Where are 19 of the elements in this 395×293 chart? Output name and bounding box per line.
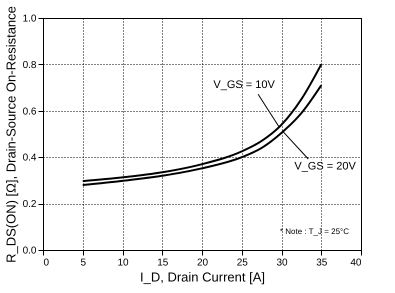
x-tick-label: 40 [350,258,362,268]
x-tick-label: 15 [157,258,169,268]
annotation: V_GS = 20V [294,160,356,173]
y-axis-title: R_DS(ON) [Ω], Drain-Source On-Resistance [4,6,19,263]
y-tick-label: 0.8 [22,60,37,71]
x-tick-label: 10 [117,258,129,268]
y-tick-label: 0.2 [22,199,37,210]
x-tick-label: 25 [236,258,248,268]
y-tick-label: 0.4 [22,152,37,164]
x-tick-label: 0 [44,258,50,268]
y-tick-label: 0.0 [22,246,37,256]
y-tick-label: 1.0 [22,14,37,24]
x-tick-label: 35 [316,258,328,268]
x-tick-label: 5 [80,258,86,268]
annotation: V_GS = 10V [213,79,276,92]
y-tick-label: 0.6 [22,106,37,118]
x-axis-title: I_D, Drain Current [A] [140,270,265,284]
x-tick-label: 30 [276,258,288,268]
x-tick-label: 20 [196,258,208,268]
